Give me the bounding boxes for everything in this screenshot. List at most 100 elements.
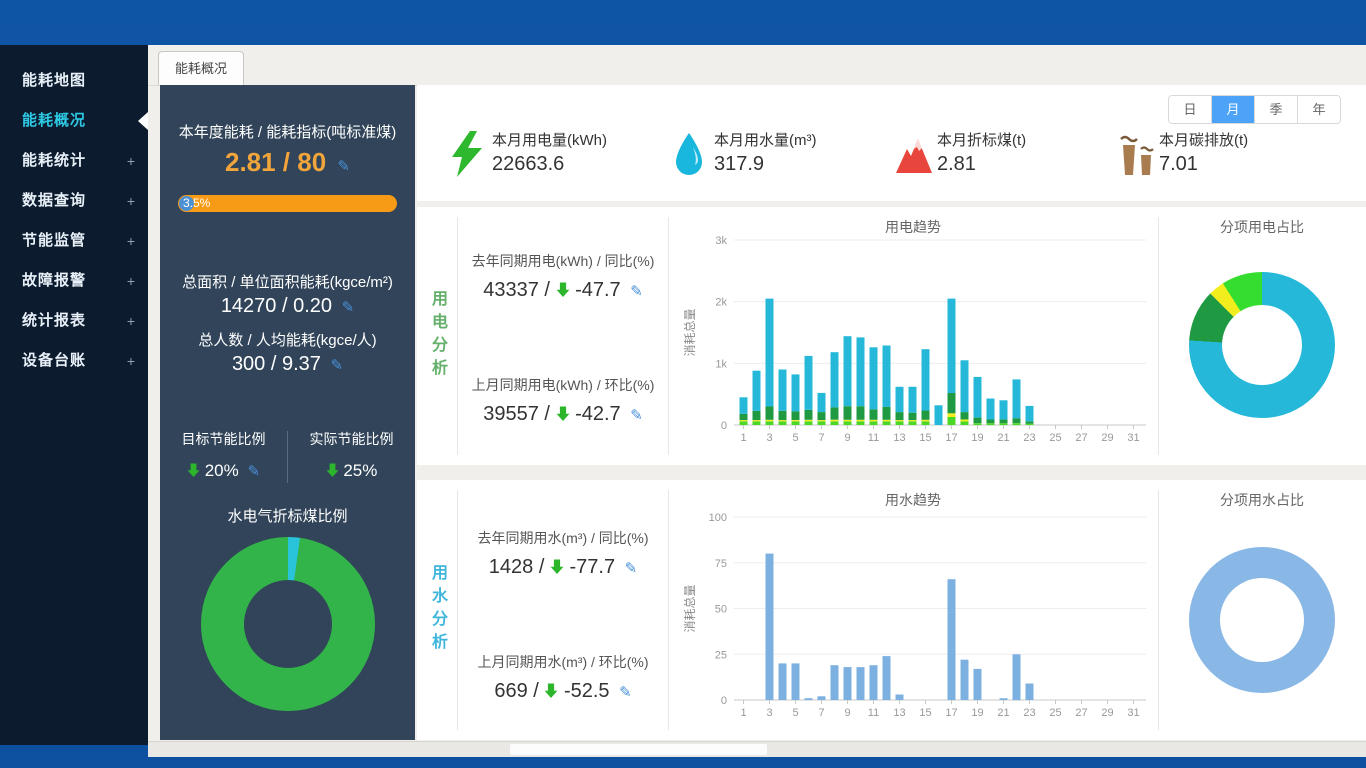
electricity-yoy-block: 去年同期用电(kWh) / 同比(%) 43337 / -47.7 ✎ [458, 251, 668, 302]
edit-icon[interactable]: ✎ [341, 299, 355, 316]
expand-plus-icon[interactable]: + [126, 273, 136, 289]
sidebar-item-label: 能耗地图 [22, 72, 87, 89]
svg-text:23: 23 [1023, 707, 1035, 719]
active-item-marker-icon [138, 112, 148, 130]
svg-text:7: 7 [818, 707, 824, 719]
progress-percent-label: 3.5% [183, 196, 211, 210]
period-month-button[interactable]: 月 [1212, 96, 1255, 123]
stat-value: 2.81 [937, 153, 976, 175]
divider [668, 490, 669, 730]
edit-icon[interactable]: ✎ [337, 158, 350, 175]
actual-saving-col: 实际节能比例 25% [288, 429, 415, 481]
donut-hole [1222, 305, 1302, 385]
svg-text:13: 13 [893, 432, 905, 444]
stat-label: 本月碳排放(t) [1159, 132, 1249, 149]
divider [457, 490, 458, 730]
svg-text:100: 100 [709, 512, 727, 524]
edit-icon[interactable]: ✎ [630, 407, 643, 424]
edit-icon[interactable]: ✎ [630, 283, 643, 300]
target-saving-value-text: 20% [204, 461, 239, 480]
water-mom-block: 上月同期用水(m³) / 环比(%) 669 / -52.5 ✎ [458, 652, 668, 703]
edit-icon[interactable]: ✎ [624, 560, 638, 577]
svg-text:15: 15 [919, 432, 931, 444]
water-drop-icon [672, 131, 706, 182]
sidebar-item-label: 统计报表 [22, 312, 87, 329]
period-year-button[interactable]: 年 [1312, 102, 1326, 117]
svg-text:50: 50 [715, 604, 727, 616]
area-energy-value: 14270 / 0.20 ✎ [160, 295, 415, 318]
target-saving-col: 目标节能比例 20% ✎ [160, 429, 287, 481]
actual-saving-value-text: 25% [343, 461, 378, 480]
svg-text:31: 31 [1127, 432, 1139, 444]
water-trend-title: 用水趋势 [885, 492, 941, 508]
svg-text:29: 29 [1101, 432, 1113, 444]
stat-label: 本月折标煤(t) [937, 132, 1027, 149]
factory-icon [1117, 131, 1157, 182]
edit-icon[interactable]: ✎ [247, 463, 261, 480]
sidebar-item-label: 节能监管 [22, 232, 87, 249]
horizontal-scrollbar-track[interactable] [148, 741, 1366, 757]
down-arrow-icon [556, 282, 569, 297]
sidebar-item-label: 能耗概况 [22, 112, 87, 129]
mom-value: 39557 / -42.7 ✎ [458, 403, 668, 426]
svg-text:11: 11 [868, 432, 879, 444]
target-saving-label: 目标节能比例 [181, 431, 266, 447]
svg-text:27: 27 [1075, 707, 1087, 719]
svg-text:5: 5 [792, 707, 798, 719]
person-energy-title: 总人数 / 人均能耗(kgce/人) [198, 332, 377, 349]
sidebar-item-energy-map[interactable]: 能耗地图 [0, 61, 148, 101]
stat-label: 本月用水量(m³) [714, 132, 817, 149]
person-energy-value-text: 300 / 9.37 [231, 353, 321, 375]
svg-text:11: 11 [868, 707, 879, 719]
coal-ratio-donut-title: 水电气折标煤比例 [227, 508, 348, 525]
sidebar-item-fault-alarm[interactable]: 故障报警 + [0, 261, 148, 301]
expand-plus-icon[interactable]: + [126, 233, 136, 249]
edit-icon[interactable]: ✎ [330, 357, 344, 374]
sidebar-item-data-query[interactable]: 数据查询 + [0, 181, 148, 221]
sidebar-item-statistical-report[interactable]: 统计报表 + [0, 301, 148, 341]
annual-energy-value: 2.81 / 80 ✎ [160, 147, 415, 178]
svg-text:1: 1 [740, 707, 746, 719]
tab-energy-overview[interactable]: 能耗概况 [158, 51, 245, 85]
expand-plus-icon[interactable]: + [126, 193, 136, 209]
horizontal-scrollbar-thumb[interactable] [510, 744, 767, 755]
edit-icon[interactable]: ✎ [619, 684, 632, 701]
divider [668, 217, 669, 455]
svg-text:31: 31 [1127, 707, 1139, 719]
divider [457, 217, 458, 455]
savings-ratio-block: 目标节能比例 20% ✎ 实际节能比例 25% [160, 429, 415, 489]
divider [1158, 490, 1159, 730]
svg-text:3k: 3k [715, 235, 727, 247]
period-quarter-button[interactable]: 季 [1255, 96, 1298, 123]
electricity-mom-block: 上月同期用电(kWh) / 环比(%) 39557 / -42.7 ✎ [458, 375, 668, 426]
expand-plus-icon[interactable]: + [126, 313, 136, 329]
electricity-section-title: 用电分析 [429, 290, 446, 382]
svg-text:1: 1 [740, 432, 746, 444]
svg-text:15: 15 [919, 707, 931, 719]
svg-text:25: 25 [715, 649, 727, 661]
yoy-value: 1428 / -77.7 ✎ [458, 556, 668, 579]
svg-text:21: 21 [997, 432, 1009, 444]
sidebar-item-label: 故障报警 [22, 272, 87, 289]
expand-plus-icon[interactable]: + [126, 153, 136, 169]
sidebar-item-label: 数据查询 [22, 192, 87, 209]
sidebar-item-equipment-ledger[interactable]: 设备台账 + [0, 341, 148, 381]
water-share-donut-chart [1189, 547, 1335, 693]
period-day-button[interactable]: 日 [1169, 96, 1212, 123]
donut-hole [244, 580, 332, 668]
electricity-share-donut-chart [1189, 272, 1335, 418]
svg-text:25: 25 [1049, 707, 1061, 719]
svg-text:9: 9 [844, 707, 850, 719]
expand-plus-icon[interactable]: + [126, 353, 136, 369]
sidebar-item-energy-saving-supervision[interactable]: 节能监管 + [0, 221, 148, 261]
stat-value: 22663.6 [492, 153, 565, 175]
sidebar-item-energy-statistics[interactable]: 能耗统计 + [0, 141, 148, 181]
mom-pct-text: -42.7 [575, 403, 621, 425]
sidebar-item-energy-overview[interactable]: 能耗概况 [0, 101, 148, 141]
svg-text:3: 3 [766, 707, 772, 719]
overview-panel: 本年度能耗 / 能耗指标(吨标准煤) 2.81 / 80 ✎ 3.5% 总面积 … [160, 85, 415, 740]
svg-text:3: 3 [766, 432, 772, 444]
area-energy-title: 总面积 / 单位面积能耗(kgce/m²) [182, 274, 393, 291]
